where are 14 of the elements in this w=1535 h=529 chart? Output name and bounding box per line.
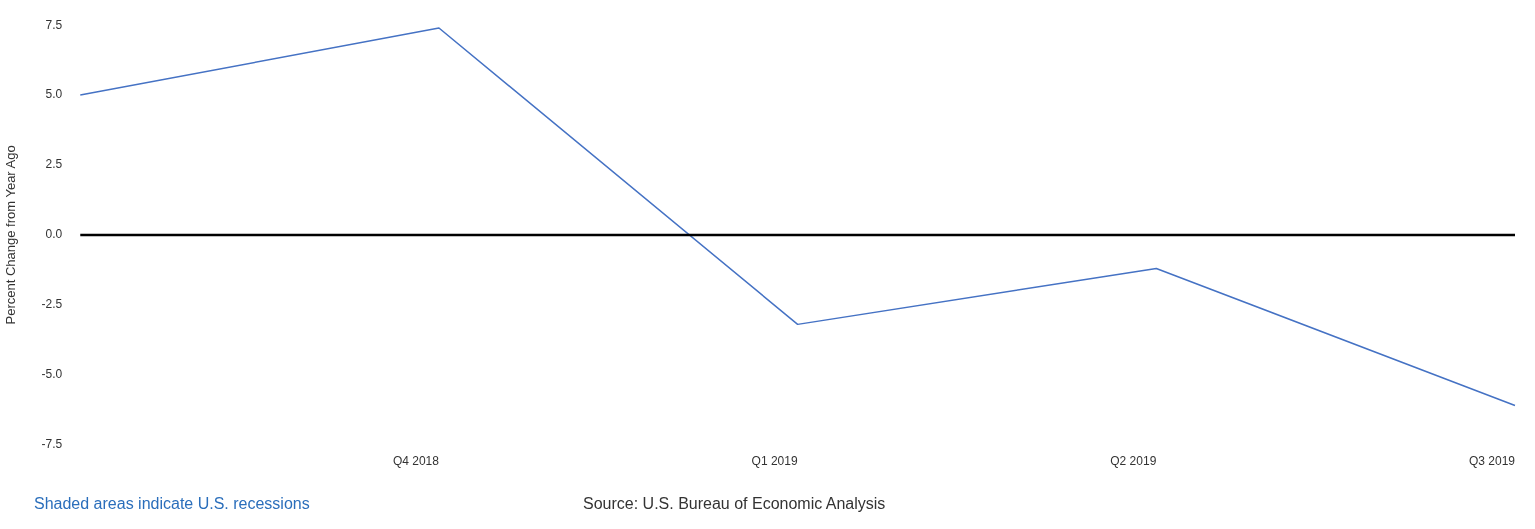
x-tick-label: Q3 2019	[1468, 454, 1516, 469]
y-tick-label: -5.0	[41, 367, 63, 382]
x-tick-label: Q2 2019	[1110, 454, 1157, 469]
y-tick-label: 2.5	[45, 157, 63, 172]
x-tick-label: Q1 2019	[751, 454, 798, 469]
y-tick-label: -2.5	[41, 297, 63, 312]
y-axis-title: Percent Change from Year Ago	[3, 145, 19, 325]
x-tick-label: Q4 2018	[392, 454, 440, 469]
source-note: Source: U.S. Bureau of Economic Analysis	[583, 495, 886, 513]
text: Shaded areas indicate U.S. recessions	[34, 495, 310, 513]
y-tick-label: 7.5	[45, 17, 63, 32]
y-tick-label: -7.5	[41, 436, 63, 451]
y-tick-label: 0.0	[45, 227, 63, 242]
y-tick-label: 5.0	[45, 87, 63, 102]
